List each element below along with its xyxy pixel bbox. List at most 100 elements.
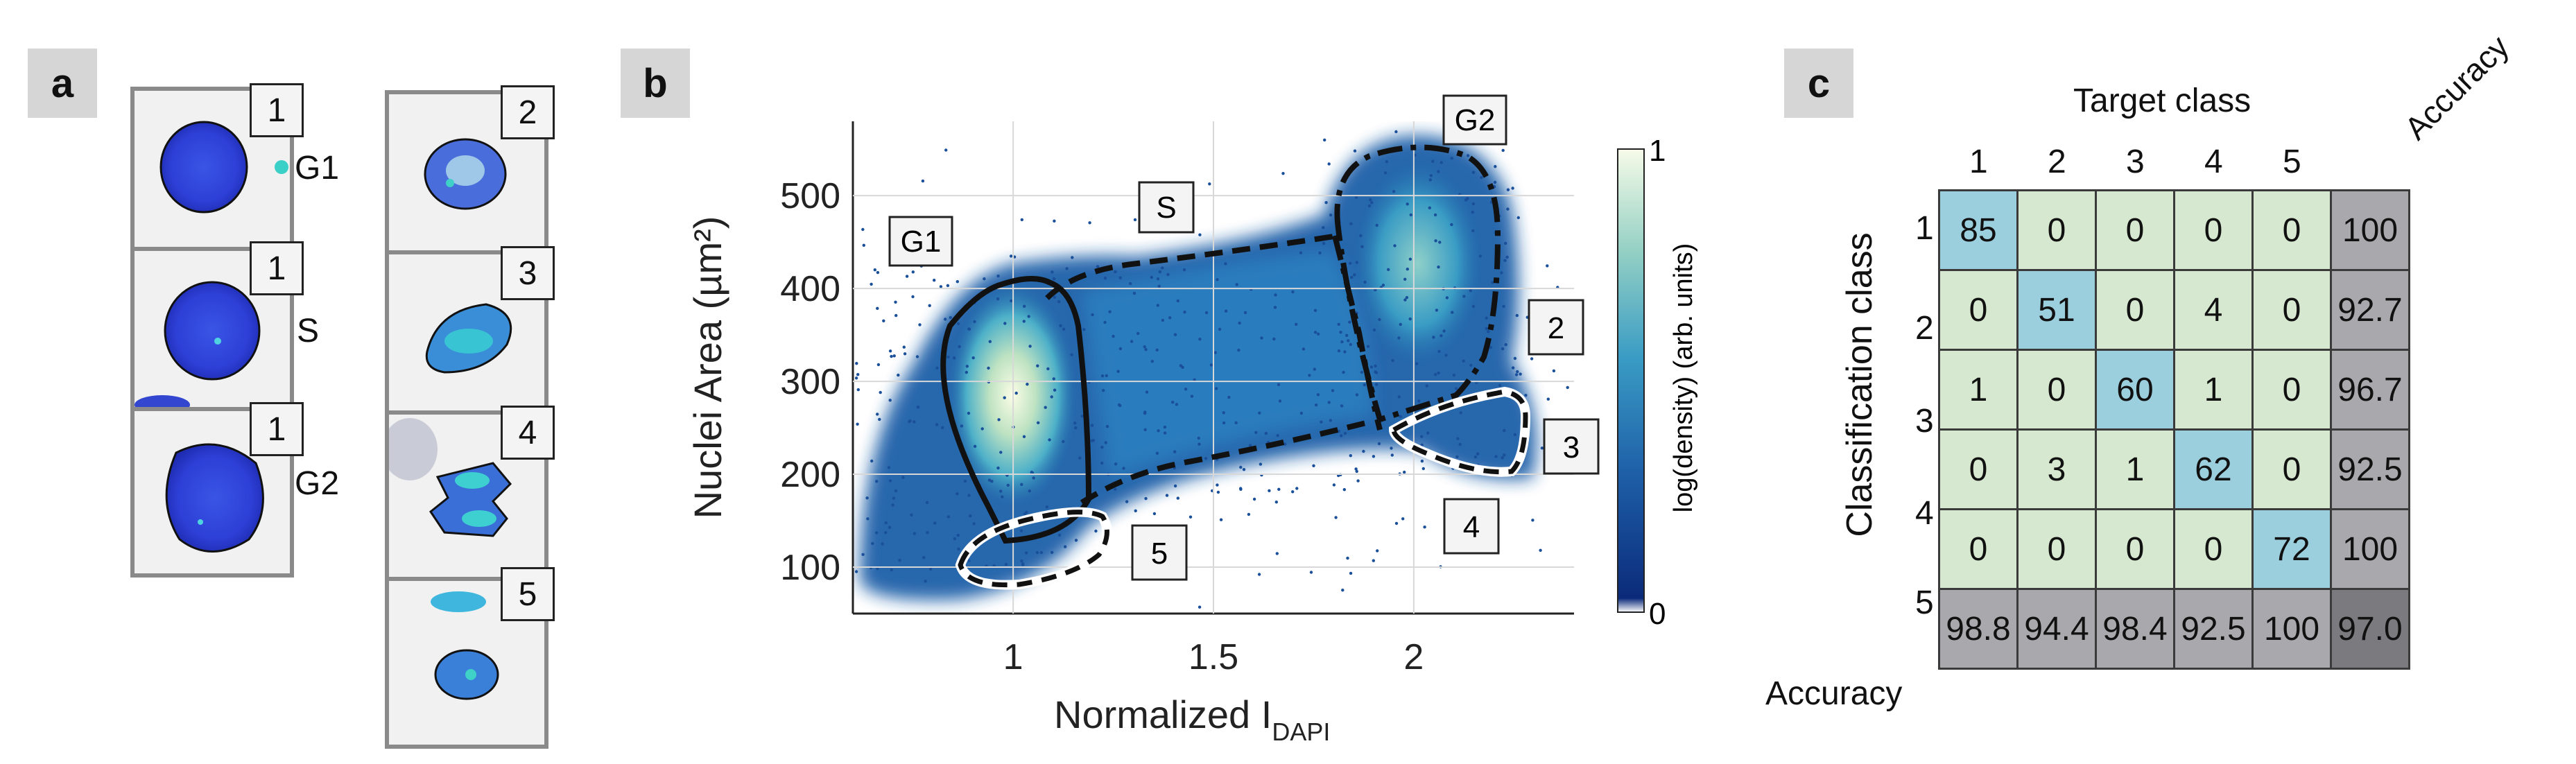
- scatter-point: [1367, 204, 1372, 208]
- scatter-point: [1215, 458, 1219, 461]
- density-region: [860, 135, 1537, 600]
- scatter-point: [1090, 424, 1094, 427]
- scatter-point: [1171, 401, 1175, 404]
- scatter-point: [1497, 214, 1501, 218]
- scatter-point: [1022, 320, 1026, 323]
- scatter-point: [1188, 515, 1193, 519]
- scatter-point: [1053, 219, 1056, 223]
- scatter-point: [1091, 439, 1096, 442]
- scatter-point: [1198, 605, 1202, 609]
- scatter-point: [854, 376, 858, 380]
- scatter-point: [1173, 484, 1177, 488]
- matrix-cell: 62: [2173, 428, 2254, 510]
- scatter-point: [1528, 299, 1532, 304]
- scatter-point: [1143, 410, 1147, 414]
- scatter-point: [1100, 374, 1105, 378]
- scatter-point: [1313, 309, 1317, 312]
- matrix-cell: 4: [2173, 269, 2254, 351]
- scatter-point: [1004, 523, 1008, 526]
- gate-3: [1391, 389, 1528, 475]
- scatter-point: [1435, 455, 1438, 458]
- scatter-point: [1313, 331, 1317, 334]
- scatter-point: [1213, 351, 1217, 354]
- scatter-point: [1372, 559, 1376, 562]
- row-header-3: 3: [1915, 403, 1934, 440]
- matrix-row: 85 0 0 0 0 100: [1938, 189, 2410, 271]
- scatter-point: [952, 356, 956, 360]
- scatter-point: [1503, 259, 1507, 262]
- scatter-point: [1117, 403, 1121, 407]
- scatter-point: [916, 406, 920, 409]
- scatter-point: [1091, 313, 1094, 317]
- scatter-point: [1302, 347, 1306, 351]
- scatter-point: [1001, 495, 1004, 498]
- scatter-point: [1143, 345, 1146, 349]
- scatter-point: [1216, 483, 1219, 487]
- scatter-point: [946, 515, 951, 519]
- scatter-point: [1025, 510, 1028, 514]
- scatter-point: [1067, 509, 1071, 512]
- scatter-point: [870, 282, 873, 286]
- scatter-point: [888, 399, 892, 402]
- scatter-point: [1469, 363, 1473, 367]
- scatter-point: [856, 388, 861, 392]
- y-tick-label: 300: [780, 362, 840, 402]
- gate-5: [955, 507, 1112, 590]
- scatter-point: [1478, 254, 1483, 258]
- scatter-point: [915, 355, 919, 358]
- scatter-point: [1277, 383, 1281, 386]
- region-label-5: 5: [1151, 537, 1168, 571]
- scatter-point: [1039, 550, 1044, 555]
- scatter-point: [1105, 374, 1109, 378]
- scatter-point: [925, 501, 929, 504]
- scatter-point: [1313, 367, 1317, 371]
- scatter-point: [1501, 148, 1505, 153]
- scatter-point: [1372, 455, 1376, 458]
- scatter-point: [1053, 295, 1057, 299]
- scatter-point: [1379, 286, 1383, 289]
- scatter-point: [1394, 521, 1399, 526]
- scatter-point: [1150, 275, 1154, 279]
- scatter-point: [1434, 239, 1437, 243]
- scatter-point: [1316, 393, 1320, 397]
- scatter-point: [1050, 395, 1053, 399]
- scatter-point: [1513, 356, 1517, 361]
- scatter-point: [1332, 483, 1336, 487]
- scatter-point: [1074, 426, 1078, 430]
- scatter-point: [1089, 497, 1092, 501]
- scatter-point: [1163, 425, 1167, 429]
- scatter-point: [1197, 436, 1200, 440]
- scatter-point: [935, 366, 939, 370]
- scatter-point: [1125, 500, 1129, 503]
- scatter-point: [1222, 411, 1225, 415]
- scatter-point: [1340, 252, 1344, 256]
- scatter-point: [1183, 311, 1186, 314]
- scatter-point: [1329, 419, 1333, 422]
- scatter-point: [1114, 487, 1117, 491]
- scatter-point: [1143, 411, 1147, 415]
- scatter-point: [1434, 373, 1437, 376]
- scatter-point: [1335, 228, 1339, 232]
- scatter-point: [1009, 254, 1013, 258]
- scatter-point: [1299, 251, 1303, 254]
- scatter-point: [1355, 469, 1358, 474]
- scatter-point: [1071, 256, 1074, 259]
- scatter-point: [1181, 365, 1184, 369]
- scatter-point: [1394, 130, 1398, 134]
- scatter-point: [1239, 487, 1243, 491]
- scatter-point: [973, 444, 977, 448]
- scatter-point: [1374, 371, 1378, 374]
- scatter-point: [1100, 461, 1104, 465]
- colorbar-min-label: 0: [1649, 597, 1666, 631]
- col-header-2: 2: [2048, 144, 2066, 180]
- scatter-point: [1420, 459, 1424, 463]
- scatter-point: [1235, 283, 1238, 286]
- scatter-point: [939, 285, 943, 288]
- scatter-point: [875, 480, 879, 483]
- region-label-3: 3: [1563, 431, 1580, 465]
- scatter-point: [1540, 446, 1544, 450]
- scatter-point: [1471, 171, 1476, 174]
- scatter-point: [933, 279, 936, 282]
- scatter-point: [1513, 433, 1517, 437]
- scatter-point: [1173, 450, 1177, 453]
